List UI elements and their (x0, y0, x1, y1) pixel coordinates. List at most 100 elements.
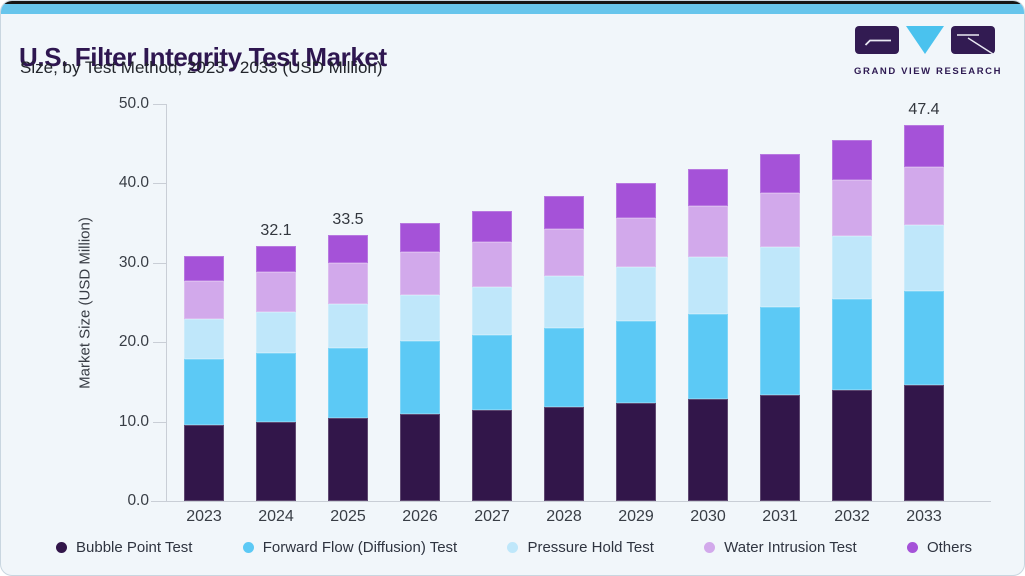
bar-segment[interactable] (544, 276, 584, 328)
bar-segment[interactable] (400, 341, 440, 415)
bar-segment[interactable] (688, 205, 728, 258)
x-axis-tick-label: 2024 (258, 508, 294, 525)
legend-item[interactable]: Pressure Hold Test (507, 539, 654, 556)
bar-segment[interactable] (544, 196, 584, 230)
bar-total-label: 32.1 (260, 222, 292, 240)
brand-name: GRAND VIEW RESEARCH (854, 66, 1003, 77)
x-axis-tick-label: 2032 (834, 508, 870, 525)
y-axis-tick-label: 30.0 (118, 253, 149, 271)
bar-segment[interactable] (184, 424, 224, 501)
y-axis-line (166, 104, 167, 501)
y-axis-tick-label: 50.0 (118, 95, 149, 112)
bar-segment[interactable] (832, 139, 872, 181)
x-axis-tick-label: 2026 (402, 508, 438, 525)
bar-segment[interactable] (328, 347, 368, 419)
bar-segment[interactable] (184, 358, 224, 425)
bar-segment[interactable] (472, 286, 512, 336)
bar-segment[interactable] (256, 272, 296, 312)
legend-item[interactable]: Water Intrusion Test (704, 539, 857, 556)
bar-segment[interactable] (616, 320, 656, 403)
bar-segment[interactable] (760, 246, 800, 308)
bar-segment[interactable] (256, 312, 296, 354)
bar-segment[interactable] (400, 414, 440, 501)
x-axis-tick-label: 2023 (186, 508, 222, 525)
bar-segment[interactable] (472, 242, 512, 287)
bar-segment[interactable] (328, 262, 368, 305)
bar-segment[interactable] (904, 291, 944, 386)
bar-segment[interactable] (544, 229, 584, 277)
legend-label: Others (926, 539, 972, 556)
bar-segment[interactable] (832, 299, 872, 390)
legend-item[interactable]: Forward Flow (Diffusion) Test (242, 539, 458, 556)
bar-segment[interactable] (328, 304, 368, 348)
chart-legend: Bubble Point Test Forward Flow (Diffusion… (56, 539, 972, 556)
bar-segment[interactable] (328, 418, 368, 501)
bar-segment[interactable] (544, 406, 584, 501)
y-axis-tick-label: 10.0 (118, 412, 149, 430)
chart-subtitle: Size, by Test Method, 2023 - 2033 (USD M… (20, 58, 383, 77)
bar-segment[interactable] (760, 192, 800, 247)
x-axis-line (151, 501, 991, 502)
bar-segment[interactable] (616, 182, 656, 218)
bar-segment[interactable] (760, 307, 800, 395)
legend-dot-icon (704, 542, 716, 553)
y-axis-tick-label: 20.0 (118, 333, 149, 351)
bar-segment[interactable] (328, 235, 368, 263)
bar-segment[interactable] (472, 211, 512, 243)
x-axis-tick-label: 2028 (546, 508, 582, 525)
x-axis-tick-label: 2025 (330, 508, 366, 525)
bar-segment[interactable] (904, 166, 944, 225)
bar-segment[interactable] (616, 217, 656, 267)
bar-segment[interactable] (400, 223, 440, 253)
y-axis-tick (153, 183, 166, 185)
x-axis-tick-label: 2030 (690, 508, 726, 525)
bar-segment[interactable] (184, 255, 224, 282)
bar-segment[interactable] (688, 314, 728, 399)
y-axis-tick (153, 421, 166, 423)
brand-logo: GRAND VIEW RESEARCH (854, 25, 1003, 77)
bar-segment[interactable] (832, 235, 872, 300)
bar-segment[interactable] (256, 353, 296, 422)
bar-segment[interactable] (184, 319, 224, 359)
x-axis-tick-label: 2029 (618, 508, 654, 525)
y-axis-tick (153, 342, 166, 344)
page-title: U.S. Filter Integrity Test Market (19, 42, 387, 73)
bar-segment[interactable] (256, 421, 296, 501)
bar-segment[interactable] (256, 246, 296, 273)
bar-segment[interactable] (832, 389, 872, 501)
legend-dot-icon (242, 542, 254, 553)
bar-segment[interactable] (616, 266, 656, 321)
y-axis-tick (153, 104, 166, 105)
legend-label: Pressure Hold Test (527, 539, 654, 556)
x-axis-tick-label: 2031 (762, 508, 798, 525)
x-axis-tick-label: 2033 (906, 508, 942, 525)
y-axis-tick-label: 0.0 (127, 492, 149, 509)
bar-segment[interactable] (760, 154, 800, 193)
bar-segment[interactable] (904, 385, 944, 501)
bar-segment[interactable] (688, 257, 728, 315)
bar-segment[interactable] (616, 402, 656, 501)
bar-segment[interactable] (400, 295, 440, 342)
bar-segment[interactable] (184, 281, 224, 320)
bar-segment[interactable] (400, 252, 440, 296)
legend-dot-icon (56, 542, 67, 553)
bar-total-label: 47.4 (908, 100, 940, 118)
bar-segment[interactable] (472, 335, 512, 411)
legend-item[interactable]: Bubble Point Test (56, 539, 192, 556)
bar-segment[interactable] (904, 224, 944, 292)
bar-segment[interactable] (688, 398, 728, 501)
legend-item[interactable]: Others (906, 539, 972, 556)
legend-label: Forward Flow (Diffusion) Test (262, 539, 458, 556)
x-axis-tick-label: 2027 (474, 508, 510, 525)
bar-segment[interactable] (688, 169, 728, 206)
bar-segment[interactable] (832, 180, 872, 236)
bar-segment[interactable] (904, 124, 944, 167)
y-axis-tick (153, 262, 166, 264)
bar-segment[interactable] (760, 394, 800, 501)
bar-total-label: 33.5 (332, 211, 364, 228)
bar-segment[interactable] (472, 410, 512, 501)
legend-label: Bubble Point Test (76, 539, 193, 556)
bar-segment[interactable] (544, 327, 584, 407)
